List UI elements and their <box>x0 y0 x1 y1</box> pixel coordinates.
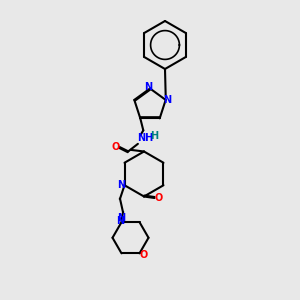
Text: O: O <box>112 142 120 152</box>
Text: N: N <box>116 216 124 226</box>
Text: N: N <box>144 82 153 92</box>
Text: H: H <box>150 131 158 141</box>
Text: O: O <box>155 193 163 203</box>
Text: N: N <box>163 95 171 105</box>
Text: O: O <box>140 250 148 260</box>
Text: NH: NH <box>137 134 153 143</box>
Text: N: N <box>117 180 125 190</box>
Text: N: N <box>118 213 126 223</box>
